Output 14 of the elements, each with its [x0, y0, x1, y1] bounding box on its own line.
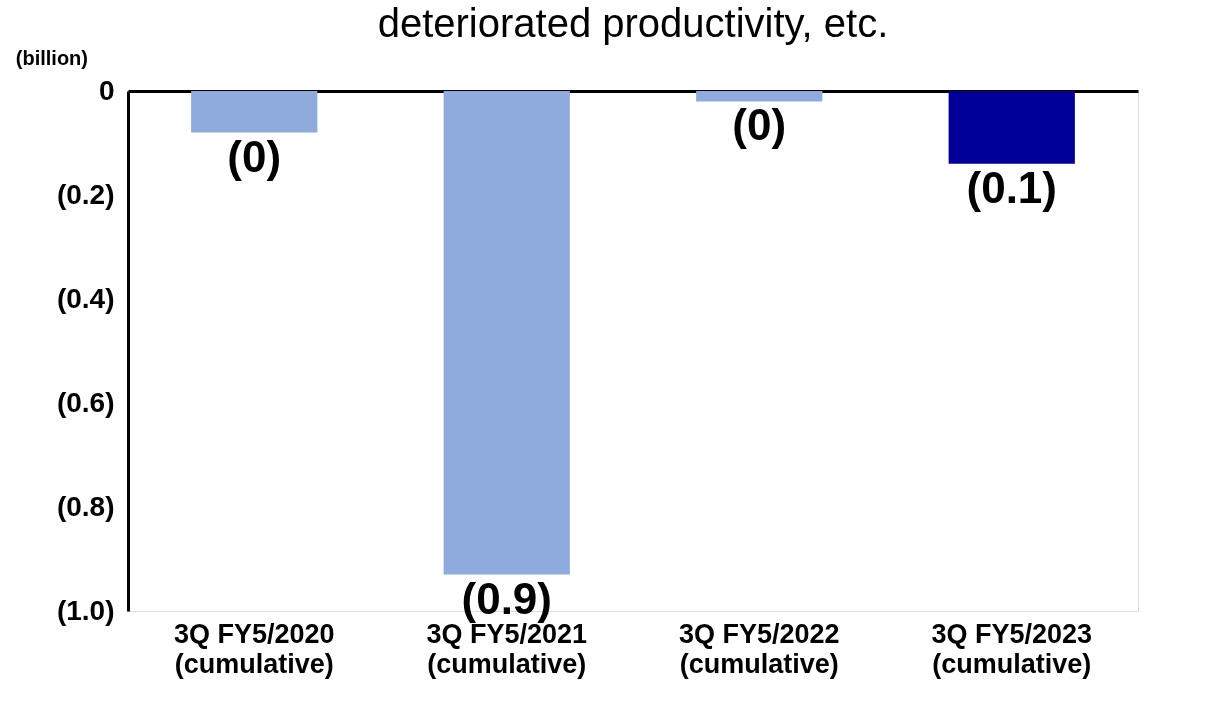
data-label: (0): [732, 100, 787, 150]
x-tick-label: 3Q FY5/2020 (cumulative): [173, 618, 335, 679]
chart-title: deteriorated productivity, etc.: [377, 1, 889, 45]
y-tick-label: (0.2): [56, 178, 115, 210]
y-tick-label: (0.8): [56, 490, 115, 522]
x-tick-label: 3Q FY5/2023 (cumulative): [931, 618, 1093, 679]
x-tick-label: 3Q FY5/2022 (cumulative): [678, 618, 840, 679]
data-label: (0): [227, 131, 282, 181]
y-tick-label: (0.4): [56, 282, 115, 314]
y-axis-title: (billion): [15, 47, 88, 69]
data-label: (0.1): [966, 162, 1057, 212]
y-tick-label: (1.0): [56, 594, 115, 626]
y-tick-label: 0: [98, 74, 115, 106]
y-tick-label: (0.6): [56, 386, 115, 418]
